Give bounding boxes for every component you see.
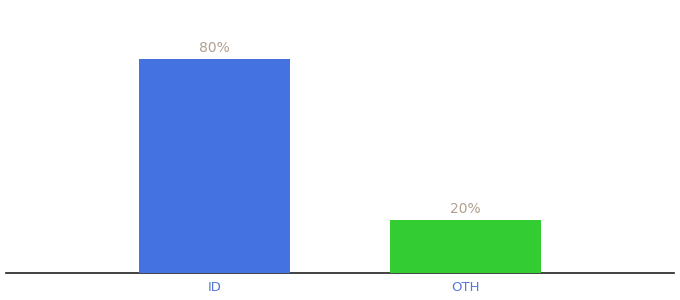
Bar <box>390 220 541 273</box>
Bar <box>139 59 290 273</box>
Text: 20%: 20% <box>450 202 481 216</box>
Text: 80%: 80% <box>199 41 230 55</box>
